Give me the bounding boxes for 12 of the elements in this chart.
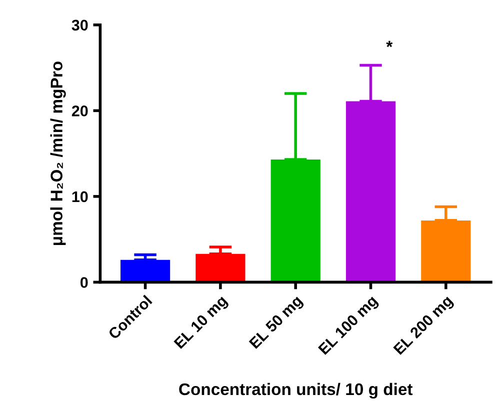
- bar: [120, 260, 170, 282]
- x-tick-label: EL 10 mg: [174, 294, 230, 352]
- y-tick-label: 10: [72, 191, 88, 202]
- y-tick-label: 20: [72, 106, 88, 116]
- x-tick-label: EL 200 mg: [393, 294, 456, 358]
- y-tick-label: 0: [80, 277, 88, 288]
- x-axis-title: Concentration units/ 10 g diet: [179, 382, 413, 399]
- annotation: *: [386, 40, 393, 48]
- x-tick-label: EL 100 mg: [318, 294, 380, 358]
- x-tick-label: EL 50 mg: [248, 294, 305, 352]
- y-axis-title: μmol H₂O₂ /min/ mgPro: [50, 62, 66, 245]
- y-tick-label: 30: [72, 20, 88, 31]
